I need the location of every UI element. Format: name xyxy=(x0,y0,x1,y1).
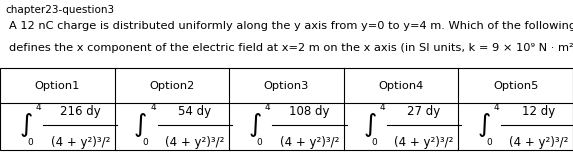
Text: (4 + y²)³/²: (4 + y²)³/² xyxy=(394,136,454,149)
Text: $\int$: $\int$ xyxy=(477,111,491,139)
Text: Option2: Option2 xyxy=(150,81,194,91)
Text: 4: 4 xyxy=(379,103,385,112)
Text: Option5: Option5 xyxy=(493,81,539,91)
Text: defines the x component of the electric field at x=2 m on the x axis (in SI unit: defines the x component of the electric … xyxy=(9,43,573,53)
Text: 0: 0 xyxy=(486,138,492,147)
Text: $\int$: $\int$ xyxy=(19,111,33,139)
Text: $\int$: $\int$ xyxy=(248,111,262,139)
Text: 216 dy: 216 dy xyxy=(60,105,101,118)
Text: 4: 4 xyxy=(150,103,156,112)
Text: Option3: Option3 xyxy=(264,81,309,91)
Text: 0: 0 xyxy=(257,138,262,147)
Text: A 12 nC charge is distributed uniformly along the y axis from y=0 to y=4 m. Whic: A 12 nC charge is distributed uniformly … xyxy=(9,21,573,31)
Text: (4 + y²)³/²: (4 + y²)³/² xyxy=(165,136,225,149)
Text: chapter23-question3: chapter23-question3 xyxy=(6,5,115,15)
Text: $\int$: $\int$ xyxy=(134,111,147,139)
Text: 0: 0 xyxy=(28,138,33,147)
Text: 0: 0 xyxy=(371,138,377,147)
Text: 54 dy: 54 dy xyxy=(178,105,211,118)
Text: (4 + y²)³/²: (4 + y²)³/² xyxy=(50,136,110,149)
Text: $\int$: $\int$ xyxy=(363,111,376,139)
Text: 4: 4 xyxy=(265,103,270,112)
Text: (4 + y²)³/²: (4 + y²)³/² xyxy=(280,136,339,149)
Text: 0: 0 xyxy=(142,138,148,147)
Text: 108 dy: 108 dy xyxy=(289,105,329,118)
Text: 27 dy: 27 dy xyxy=(407,105,441,118)
Text: Option1: Option1 xyxy=(34,81,80,91)
Text: Option4: Option4 xyxy=(379,81,423,91)
Text: 4: 4 xyxy=(494,103,500,112)
Text: 4: 4 xyxy=(36,103,41,112)
Text: (4 + y²)³/²: (4 + y²)³/² xyxy=(509,136,568,149)
Text: 12 dy: 12 dy xyxy=(522,105,555,118)
FancyBboxPatch shape xyxy=(0,68,573,150)
